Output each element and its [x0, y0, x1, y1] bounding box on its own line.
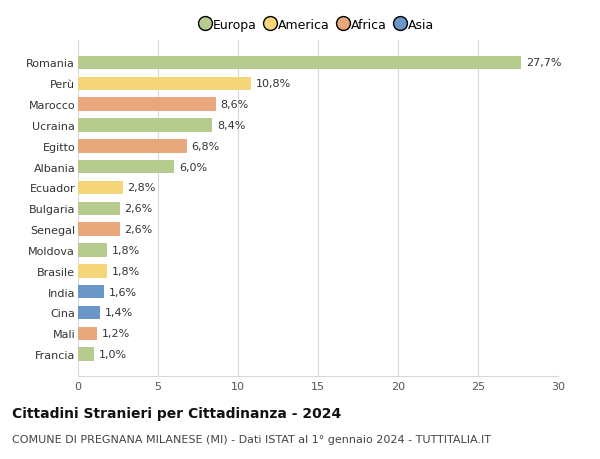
Text: 6,8%: 6,8% — [191, 141, 220, 151]
Text: 8,4%: 8,4% — [217, 121, 245, 131]
Bar — [78, 244, 107, 257]
Text: 1,8%: 1,8% — [112, 246, 140, 255]
Bar — [78, 347, 94, 361]
Bar — [78, 98, 215, 112]
Legend: Europa, America, Africa, Asia: Europa, America, Africa, Asia — [202, 19, 434, 32]
Text: 1,0%: 1,0% — [99, 349, 127, 359]
Bar — [78, 327, 97, 341]
Bar — [78, 77, 251, 91]
Bar — [78, 223, 119, 236]
Bar — [78, 181, 123, 195]
Bar — [78, 140, 187, 153]
Text: 27,7%: 27,7% — [526, 58, 562, 68]
Bar — [78, 306, 100, 319]
Text: 8,6%: 8,6% — [220, 100, 248, 110]
Text: 2,6%: 2,6% — [124, 224, 152, 235]
Text: Cittadini Stranieri per Cittadinanza - 2024: Cittadini Stranieri per Cittadinanza - 2… — [12, 406, 341, 420]
Bar — [78, 161, 174, 174]
Bar — [78, 285, 104, 299]
Text: 2,8%: 2,8% — [128, 183, 156, 193]
Text: 6,0%: 6,0% — [179, 162, 207, 172]
Text: COMUNE DI PREGNANA MILANESE (MI) - Dati ISTAT al 1° gennaio 2024 - TUTTITALIA.IT: COMUNE DI PREGNANA MILANESE (MI) - Dati … — [12, 434, 491, 444]
Bar — [78, 119, 212, 133]
Bar — [78, 56, 521, 70]
Bar — [78, 264, 107, 278]
Text: 1,2%: 1,2% — [102, 329, 130, 339]
Text: 1,8%: 1,8% — [112, 266, 140, 276]
Text: 10,8%: 10,8% — [256, 79, 291, 89]
Bar — [78, 202, 119, 216]
Text: 1,6%: 1,6% — [109, 287, 137, 297]
Text: 1,4%: 1,4% — [105, 308, 133, 318]
Text: 2,6%: 2,6% — [124, 204, 152, 214]
